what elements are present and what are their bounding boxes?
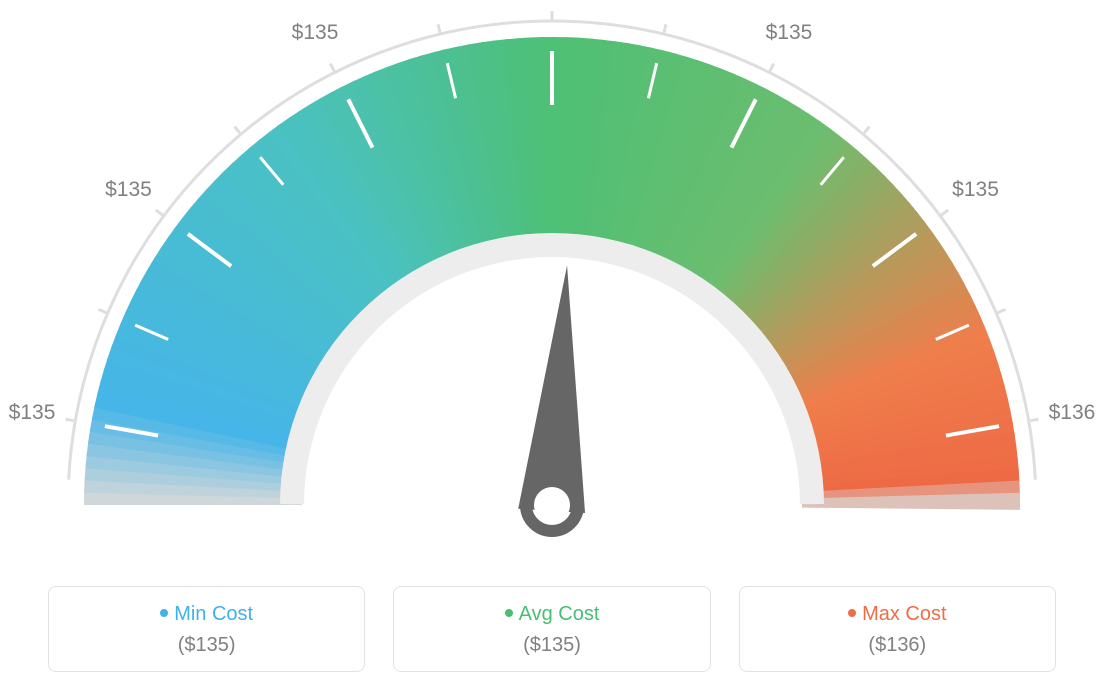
gauge-tick-label: $136 xyxy=(1049,401,1096,425)
avg-dot-icon xyxy=(505,609,513,617)
gauge-tick-label: $135 xyxy=(766,21,813,45)
summary-cards: Min Cost ($135) Avg Cost ($135) Max Cost… xyxy=(0,586,1104,672)
avg-cost-card: Avg Cost ($135) xyxy=(393,586,710,672)
max-cost-title: Max Cost xyxy=(750,603,1045,626)
max-dot-icon xyxy=(848,609,856,617)
avg-cost-label: Avg Cost xyxy=(519,603,600,625)
avg-cost-value: ($135) xyxy=(404,634,699,657)
gauge-svg xyxy=(0,0,1104,560)
avg-cost-title: Avg Cost xyxy=(404,603,699,626)
gauge-tick-label: $135 xyxy=(292,21,339,45)
max-cost-label: Max Cost xyxy=(862,603,946,625)
max-cost-card: Max Cost ($136) xyxy=(739,586,1056,672)
min-cost-label: Min Cost xyxy=(174,603,253,625)
max-cost-value: ($136) xyxy=(750,634,1045,657)
min-cost-title: Min Cost xyxy=(59,603,354,626)
gauge-tick-label: $135 xyxy=(952,178,999,202)
min-cost-card: Min Cost ($135) xyxy=(48,586,365,672)
gauge-chart: $135$135$135$135$135$135$136 xyxy=(0,0,1104,560)
gauge-tick-label: $135 xyxy=(105,178,152,202)
gauge-tick-label: $135 xyxy=(9,401,56,425)
min-dot-icon xyxy=(160,609,168,617)
min-cost-value: ($135) xyxy=(59,634,354,657)
